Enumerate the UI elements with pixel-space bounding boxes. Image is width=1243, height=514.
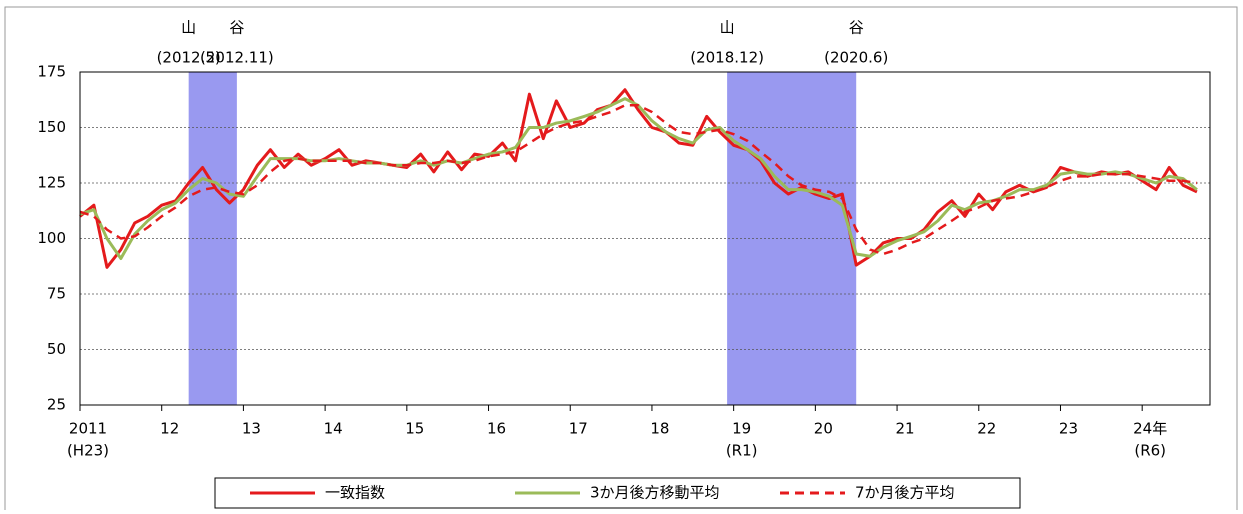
frame — [4, 6, 1238, 514]
peak-date: (2012.5) — [157, 49, 221, 67]
peak-label: 山 — [181, 19, 196, 37]
legend-label: 一致指数 — [325, 484, 385, 502]
y-tick-label: 75 — [47, 285, 66, 303]
x-tick-sublabel: (H23) — [67, 442, 109, 460]
x-tick-sublabel: (R6) — [1134, 442, 1166, 460]
x-tick-label: 15 — [405, 420, 424, 438]
x-tick-label: 18 — [650, 420, 669, 438]
trough-label: 谷 — [849, 19, 864, 37]
trough-label: 谷 — [229, 19, 244, 37]
legend-label: 7か月後方平均 — [855, 484, 955, 502]
peak-label: 山 — [720, 19, 735, 37]
y-tick-label: 125 — [37, 174, 66, 192]
series-line — [79, 104, 1198, 256]
trough-date: (2012.11) — [200, 49, 274, 67]
legend-box — [214, 477, 1021, 509]
y-tick-label: 100 — [37, 229, 66, 247]
x-tick-label: 22 — [977, 420, 996, 438]
x-tick-label: 20 — [814, 420, 833, 438]
x-tick-label: 23 — [1059, 420, 1078, 438]
series-line — [79, 88, 1198, 269]
x-tick-label: 12 — [160, 420, 179, 438]
y-tick-label: 175 — [37, 63, 66, 81]
peak-date: (2018.12) — [690, 49, 764, 67]
x-tick-label: 13 — [242, 420, 261, 438]
x-tick-label: 21 — [896, 420, 915, 438]
plot-border — [79, 71, 1211, 406]
y-tick-label: 25 — [47, 396, 66, 414]
trough-date: (2020.6) — [824, 49, 888, 67]
legend-label: 3か月後方移動平均 — [590, 484, 720, 502]
x-tick-label: 19 — [732, 420, 751, 438]
x-tick-sublabel: (R1) — [726, 442, 758, 460]
x-tick-label: 17 — [569, 420, 588, 438]
x-tick-label: 2011 — [69, 420, 107, 438]
x-tick-label: 24年 — [1133, 420, 1167, 438]
y-tick-label: 50 — [47, 340, 66, 358]
x-tick-label: 14 — [324, 420, 343, 438]
y-tick-label: 150 — [37, 118, 66, 136]
series-line — [79, 97, 1198, 260]
x-tick-label: 16 — [487, 420, 506, 438]
